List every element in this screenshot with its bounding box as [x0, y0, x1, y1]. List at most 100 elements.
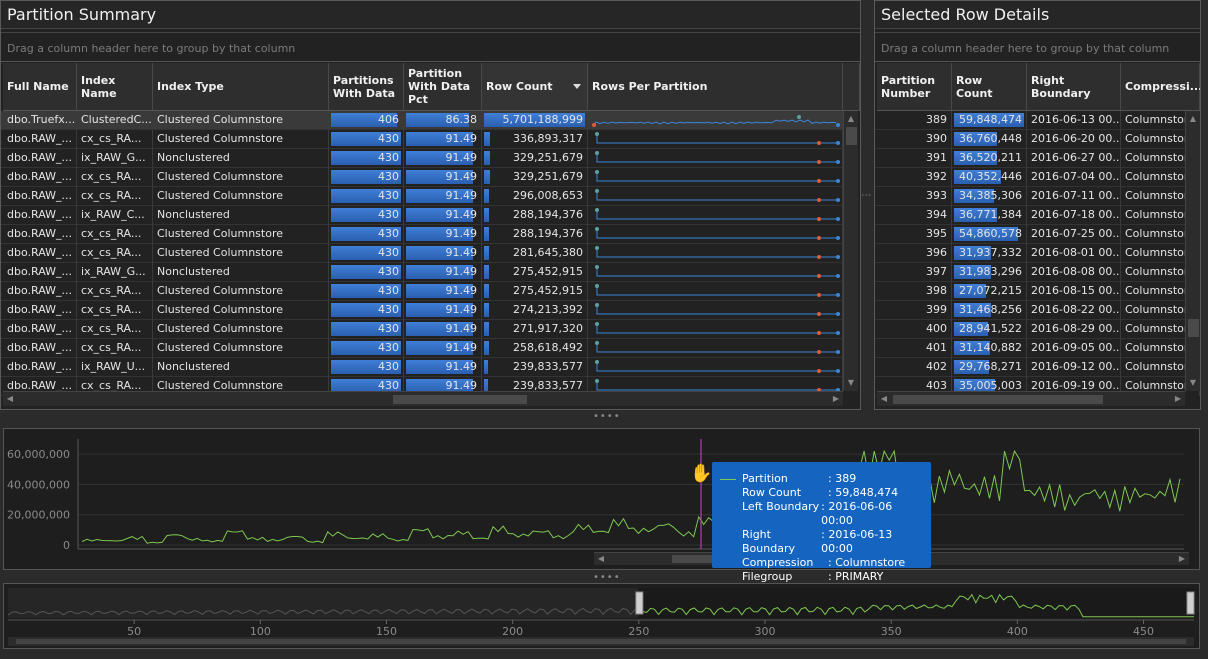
table-row[interactable]: 390 36,760,448 2016-06-20 00... Columnstore	[875, 130, 1200, 149]
column-header-partition-number[interactable]: Partition Number	[877, 63, 952, 111]
table-row[interactable]: dbo.RAW_... cx_cs_RA... Clustered Columnst…	[1, 130, 843, 149]
table-row[interactable]: 392 40,352,446 2016-07-04 00... Columnstore	[875, 168, 1200, 187]
range-handle[interactable]	[1186, 591, 1195, 615]
table-row[interactable]: 397 31,983,296 2016-08-08 00... Columnstore	[875, 263, 1200, 282]
column-header-right-boundary[interactable]: Right Boundary	[1027, 63, 1121, 111]
cell-value: 40,352,446	[959, 170, 1022, 183]
cell-partition-number: 391	[877, 149, 952, 168]
table-row[interactable]: 395 54,860,578 2016-07-25 00... Columnstore	[875, 225, 1200, 244]
tooltip-key: Left Boundary	[742, 500, 820, 513]
summary-vertical-scrollbar[interactable]: ▲ ▼	[843, 111, 858, 391]
scroll-thumb[interactable]	[846, 127, 857, 145]
horizontal-splitter-grip[interactable]: ••••	[593, 572, 621, 583]
table-row[interactable]: 402 29,768,271 2016-09-12 00... Columnstore	[875, 358, 1200, 377]
scroll-right-icon[interactable]: ▶	[832, 394, 840, 403]
scroll-right-icon[interactable]: ▶	[1174, 394, 1182, 403]
x-tick-label: 300	[755, 625, 776, 638]
table-row[interactable]: 393 34,385,306 2016-07-11 00... Columnstore	[875, 187, 1200, 206]
table-row[interactable]: dbo.RAW_... ix_RAW_U... Nonclustered 430 91.…	[1, 358, 843, 377]
cell-value: 91.49	[445, 322, 478, 335]
scroll-right-icon[interactable]: ▶	[1178, 554, 1186, 563]
details-horizontal-scrollbar[interactable]: ◀ ▶	[877, 391, 1185, 406]
sparkline-min-point	[817, 236, 821, 240]
cell-value: 31,468,256	[959, 303, 1022, 316]
x-tick-label: 50	[127, 625, 141, 638]
table-row[interactable]: 399 31,468,256 2016-08-22 00... Columnstore	[875, 301, 1200, 320]
cell-partitions-with-data: 430	[329, 282, 404, 301]
data-bar	[484, 322, 489, 336]
table-row[interactable]: 401 31,140,882 2016-09-05 00... Columnstore	[875, 339, 1200, 358]
column-header-partition-with-data-pct[interactable]: Partition With Data Pct	[404, 63, 482, 111]
group-by-hint[interactable]: Drag a column header here to group by th…	[1, 32, 860, 62]
column-header-index-name[interactable]: Index Name	[77, 63, 153, 111]
scroll-thumb[interactable]	[1188, 319, 1199, 337]
column-header-index-type[interactable]: Index Type	[153, 63, 329, 111]
cell-partitions-with-data: 430	[329, 377, 404, 396]
table-row[interactable]: 396 31,937,332 2016-08-01 00... Columnstore	[875, 244, 1200, 263]
table-row[interactable]: 389 59,848,474 2016-06-13 00... Columnstore	[875, 111, 1200, 130]
column-header-row-count[interactable]: Row Count	[482, 63, 588, 111]
data-bar	[954, 208, 997, 222]
column-header-full-name[interactable]: Full Name	[3, 63, 77, 111]
cell-partition-pct: 91.49	[404, 149, 482, 168]
cell-value: 91.49	[445, 189, 478, 202]
column-header-compression[interactable]: Compressi...	[1121, 63, 1200, 111]
table-row[interactable]: 403 35,005,003 2016-09-19 00... Columnstore	[875, 377, 1200, 396]
cell-partitions-with-data: 406	[329, 111, 404, 130]
table-row[interactable]: 394 36,771,384 2016-07-18 00... Columnstore	[875, 206, 1200, 225]
range-handle[interactable]	[635, 591, 644, 615]
cell-value: 91.49	[445, 208, 478, 221]
scroll-down-icon[interactable]: ▼	[847, 378, 855, 387]
table-row[interactable]: dbo.RAW_... cx_cs_RA... Clustered Columnst…	[1, 320, 843, 339]
tooltip-line: Left Boundary: 2016-06-06 00:00	[742, 500, 919, 528]
table-row[interactable]: dbo.RAW_... cx_cs_RA... Clustered Columnst…	[1, 168, 843, 187]
table-row[interactable]: dbo.RAW_... cx_cs_RA... Clustered Columnst…	[1, 339, 843, 358]
table-row[interactable]: dbo.RAW_... ix_RAW_G... Nonclustered 430 91.…	[1, 149, 843, 168]
range-selector-chart[interactable]: 50 100 150 200 250 300 350 400 450	[4, 584, 1199, 648]
table-row[interactable]: dbo.RAW_... cx_cs_RA... Clustered Columnst…	[1, 187, 843, 206]
table-row[interactable]: dbo.Truefx... ClusteredC... Clustered Colu…	[1, 111, 843, 130]
column-header-row-count[interactable]: Row Count	[952, 63, 1027, 111]
scroll-left-icon[interactable]: ◀	[597, 554, 605, 563]
scroll-left-icon[interactable]: ◀	[880, 394, 888, 403]
table-row[interactable]: dbo.RAW_... cx_cs_RA... Clustered Columnst…	[1, 244, 843, 263]
table-row[interactable]: 400 28,941,522 2016-08-29 00... Columnstore	[875, 320, 1200, 339]
cell-value: 430	[378, 170, 399, 183]
cell-row-count: 288,194,376	[482, 206, 588, 225]
table-row[interactable]: 398 27,072,215 2016-08-15 00... Columnstore	[875, 282, 1200, 301]
cell-row-count: 34,385,306	[952, 187, 1027, 206]
table-row[interactable]: dbo.RAW_... ix_RAW_G... Nonclustered 430 91.…	[1, 263, 843, 282]
cell-value: 27,072,215	[959, 284, 1022, 297]
cell-row-count: 5,701,188,999	[482, 111, 588, 130]
cell-row-count: 35,005,003	[952, 377, 1027, 396]
scroll-left-icon[interactable]: ◀	[6, 394, 14, 403]
table-row[interactable]: dbo.RAW_... cx_cs_RA... Clustered Columnst…	[1, 282, 843, 301]
cell-index-type: Nonclustered	[153, 358, 329, 377]
scroll-thumb[interactable]	[893, 395, 1103, 404]
group-by-hint[interactable]: Drag a column header here to group by th…	[875, 32, 1200, 62]
y-tick-label: 20,000,000	[7, 509, 70, 522]
table-row[interactable]: dbo.RAW_... cx_cs_RA... Clustered Columnst…	[1, 225, 843, 244]
sparkline-max-point	[595, 208, 599, 212]
column-header-partitions-with-data[interactable]: Partitions With Data	[329, 63, 404, 111]
sparkline-end-point	[836, 236, 840, 240]
scroll-down-icon[interactable]: ▼	[1189, 378, 1197, 387]
sparkline-end-point	[836, 217, 840, 221]
rows-per-partition-chart[interactable]: 60,000,000 40,000,000 20,000,000 0	[4, 429, 1199, 569]
data-bar	[484, 208, 490, 222]
summary-horizontal-scrollbar[interactable]: ◀ ▶	[3, 391, 843, 406]
column-header-label: Partition Number	[881, 73, 936, 100]
scroll-up-icon[interactable]: ▲	[1189, 114, 1197, 123]
table-row[interactable]: 391 36,520,211 2016-06-27 00... Columnstore	[875, 149, 1200, 168]
scroll-up-icon[interactable]: ▲	[847, 114, 855, 123]
horizontal-splitter-grip[interactable]: ••••	[593, 411, 621, 422]
cell-index-type: Clustered Columnstore	[153, 339, 329, 358]
scroll-thumb[interactable]	[393, 395, 527, 404]
table-row[interactable]: dbo.RAW_... cx_cs_RA... Clustered Columnst…	[1, 301, 843, 320]
vertical-splitter-grip[interactable]: ⋮	[860, 190, 871, 201]
scroll-thumb[interactable]	[672, 555, 712, 563]
column-header-rows-per-partition[interactable]: Rows Per Partition	[588, 63, 843, 111]
table-row[interactable]: dbo.RAW_... ix_RAW_C... Nonclustered 430 91.…	[1, 206, 843, 225]
details-vertical-scrollbar[interactable]: ▲ ▼	[1185, 111, 1200, 391]
sparkline-line	[596, 172, 838, 182]
